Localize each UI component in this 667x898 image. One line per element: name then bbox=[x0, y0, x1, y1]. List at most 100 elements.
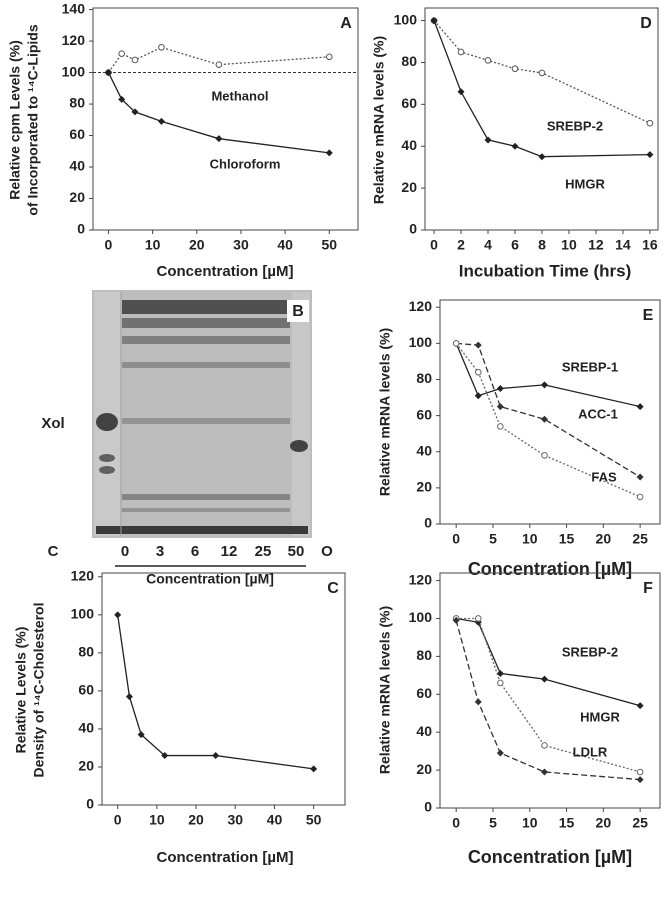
marker bbox=[452, 616, 460, 624]
lane-label: 3 bbox=[156, 543, 164, 560]
lane-label: C bbox=[48, 543, 59, 560]
marker bbox=[452, 340, 460, 347]
band-label: Xol bbox=[41, 415, 64, 432]
y-tick-label: 40 bbox=[69, 158, 85, 174]
lane-label: 25 bbox=[255, 543, 272, 560]
marker bbox=[114, 611, 122, 619]
series-label: Methanol bbox=[211, 88, 268, 103]
marker bbox=[646, 151, 654, 159]
x-tick-label: 10 bbox=[149, 812, 165, 828]
y-tick-label: 140 bbox=[62, 0, 86, 16]
x-tick-label: 0 bbox=[105, 237, 113, 253]
y-tick-label: 0 bbox=[424, 515, 432, 531]
series-line bbox=[117, 614, 314, 770]
marker bbox=[636, 768, 644, 776]
x-tick-label: 10 bbox=[145, 237, 161, 253]
marker bbox=[646, 119, 654, 127]
x-tick-label: 30 bbox=[227, 812, 243, 828]
series-line bbox=[456, 617, 641, 707]
marker bbox=[325, 53, 333, 61]
x-tick-label: 25 bbox=[632, 815, 648, 831]
marker bbox=[497, 423, 504, 430]
series-label: FAS bbox=[591, 469, 617, 484]
lane-label: 50 bbox=[288, 543, 305, 560]
y-tick-label: 100 bbox=[71, 606, 95, 622]
marker bbox=[484, 57, 492, 64]
series-label: LDLR bbox=[573, 744, 608, 759]
marker bbox=[540, 381, 548, 389]
marker bbox=[511, 65, 519, 73]
marker bbox=[540, 675, 548, 683]
marker bbox=[474, 341, 482, 349]
y-tick-label: 120 bbox=[71, 568, 95, 584]
y-tick-label: 80 bbox=[78, 644, 94, 660]
marker bbox=[541, 742, 548, 749]
x-tick-label: 20 bbox=[596, 531, 612, 547]
panel-label: C bbox=[327, 580, 339, 597]
x-tick-label: 0 bbox=[430, 237, 438, 253]
y-tick-label: 40 bbox=[401, 137, 417, 153]
series-line bbox=[107, 46, 330, 73]
x-tick-label: 30 bbox=[233, 237, 249, 253]
x-axis-title: Concentration [µM] bbox=[468, 559, 632, 579]
marker bbox=[118, 50, 126, 57]
marker bbox=[474, 698, 482, 706]
panel-label: A bbox=[340, 15, 352, 32]
panel-label: D bbox=[640, 15, 652, 32]
marker bbox=[541, 452, 548, 459]
marker bbox=[474, 615, 482, 622]
series-label: SREBP-2 bbox=[562, 644, 618, 659]
marker bbox=[131, 56, 139, 64]
x-tick-label: 8 bbox=[538, 237, 546, 253]
x-tick-label: 40 bbox=[267, 812, 283, 828]
y-axis-title: of Incorporated to ¹⁴C-Lipids bbox=[25, 24, 41, 215]
y-tick-label: 120 bbox=[409, 298, 433, 314]
marker bbox=[215, 135, 223, 143]
x-axis-title: Incubation Time (hrs) bbox=[459, 261, 632, 280]
marker bbox=[118, 95, 126, 103]
marker bbox=[104, 69, 112, 77]
y-tick-label: 40 bbox=[78, 720, 94, 736]
x-axis-title: Concentration [µM] bbox=[157, 263, 294, 280]
y-tick-label: 100 bbox=[409, 334, 433, 350]
y-tick-label: 80 bbox=[69, 95, 85, 111]
marker bbox=[310, 765, 318, 773]
x-tick-label: 0 bbox=[452, 531, 460, 547]
y-tick-label: 100 bbox=[62, 63, 86, 79]
y-tick-label: 60 bbox=[416, 685, 432, 701]
y-tick-label: 0 bbox=[86, 796, 94, 812]
marker bbox=[212, 752, 220, 760]
marker bbox=[125, 693, 133, 701]
y-axis-title: Relative mRNA levels (%) bbox=[371, 36, 387, 204]
marker bbox=[325, 149, 333, 157]
marker bbox=[496, 403, 504, 411]
y-tick-label: 100 bbox=[409, 609, 433, 625]
y-tick-label: 80 bbox=[401, 53, 417, 69]
x-tick-label: 10 bbox=[522, 815, 538, 831]
marker bbox=[474, 392, 482, 400]
marker bbox=[636, 776, 644, 784]
marker bbox=[157, 117, 165, 125]
marker bbox=[215, 61, 223, 68]
x-tick-label: 10 bbox=[561, 237, 577, 253]
lane-label: 6 bbox=[191, 543, 199, 560]
x-tick-label: 25 bbox=[632, 531, 648, 547]
x-tick-label: 0 bbox=[114, 812, 122, 828]
y-tick-label: 0 bbox=[77, 221, 85, 237]
panel-label: E bbox=[643, 307, 654, 324]
series-label: Chloroform bbox=[210, 156, 281, 171]
y-tick-label: 60 bbox=[401, 95, 417, 111]
lane-label: O bbox=[321, 543, 333, 560]
x-tick-label: 20 bbox=[188, 812, 204, 828]
marker bbox=[496, 385, 504, 393]
x-tick-label: 4 bbox=[484, 237, 492, 253]
marker bbox=[538, 69, 546, 77]
y-tick-label: 20 bbox=[416, 479, 432, 495]
x-tick-label: 14 bbox=[615, 237, 631, 253]
marker bbox=[636, 403, 644, 411]
x-tick-label: 12 bbox=[588, 237, 604, 253]
series-label: HMGR bbox=[565, 176, 605, 191]
lane-label: 0 bbox=[121, 543, 129, 560]
series-label: SREBP-1 bbox=[562, 359, 618, 374]
